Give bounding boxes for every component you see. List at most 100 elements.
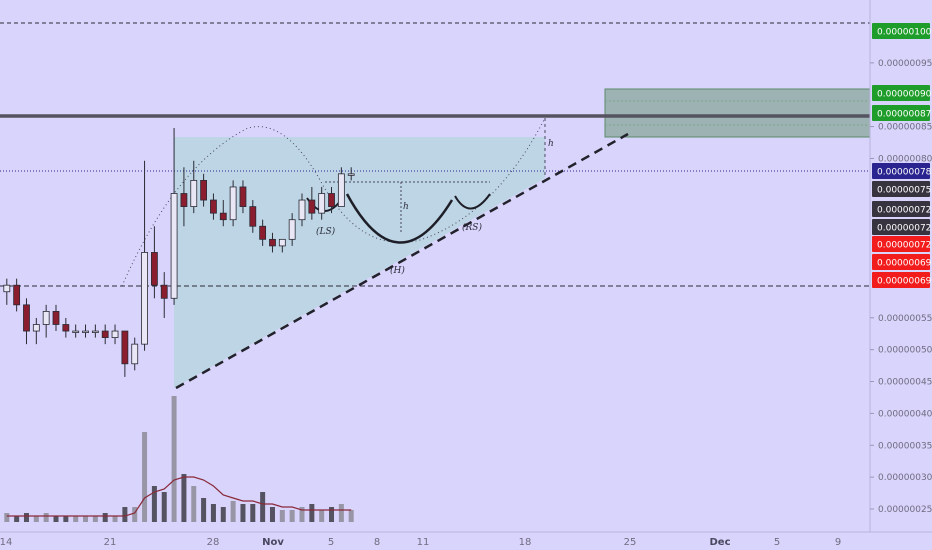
price-badges: 0.00000100 0.00000090 0.00000087 0.00000078… (872, 23, 932, 288)
volume-bar (240, 504, 246, 522)
volume-bar (269, 507, 275, 522)
x-tick-label: 21 (104, 537, 117, 548)
candle-body (82, 330, 89, 333)
volume-bar (191, 486, 197, 522)
volume-bar (220, 507, 226, 522)
x-tick-label: 5 (328, 537, 334, 548)
x-tick-label: 14 (0, 537, 12, 548)
y-tick-label: 0.00000055 (878, 314, 932, 324)
volume-bar (210, 504, 216, 522)
price-badge: 0.00000087 (872, 105, 931, 121)
y-tick-label: 0.00000050 (878, 346, 932, 356)
candle-body (160, 284, 168, 299)
candle-body (259, 225, 267, 240)
volume-bar (338, 504, 344, 522)
candle-body (13, 284, 21, 306)
y-tick-label: 0.00000045 (878, 378, 932, 388)
volume-bar (43, 513, 49, 522)
volume-bar (63, 516, 69, 522)
right-shoulder-curve (454, 193, 491, 210)
x-tick-label: 5 (774, 537, 780, 548)
volume-bar (4, 513, 10, 522)
candle-body (190, 179, 198, 207)
y-tick-label: 0.00000040 (878, 409, 932, 419)
volume-bar (299, 507, 305, 522)
price-badge: 0.00000100 (872, 23, 932, 39)
volume-bar (122, 507, 128, 522)
candle-body (249, 206, 257, 227)
candle-body (72, 330, 80, 333)
x-tick-label: Dec (709, 537, 730, 548)
y-tick-label: 0.00000035 (878, 441, 932, 451)
candle-body (101, 330, 109, 338)
candle-body (269, 238, 276, 247)
candle-body (347, 173, 355, 176)
volume-bar (319, 510, 325, 522)
time-axis[interactable] (0, 532, 932, 550)
head-curve (345, 193, 454, 244)
candle-body (62, 324, 70, 332)
candle-body (298, 199, 306, 221)
volume-bar (250, 504, 256, 522)
time-axis-ticks: 14 21 28 Nov 5 8 11 18 25 Dec 5 9 (0, 537, 841, 548)
price-badge: 0.00000072 (872, 201, 931, 217)
candle-body (42, 310, 50, 325)
candle-body (23, 304, 30, 332)
x-tick-label: 11 (417, 537, 430, 548)
y-tick-label: 0.00000030 (878, 473, 932, 483)
volume-bar (83, 516, 89, 522)
price-badge: 0.00000072 (872, 219, 931, 235)
y-tick-label: 0.00000080 (878, 154, 932, 164)
candle-body (52, 310, 60, 325)
volume-bar (151, 486, 157, 522)
price-badge: 0.00000069 (872, 254, 932, 270)
candle-body (180, 193, 188, 208)
left-shoulder-label: (LS) (316, 226, 336, 237)
price-badge-label: 0.00000072 (877, 224, 931, 234)
volume-bar (92, 516, 98, 522)
volume-bar (14, 516, 20, 522)
y-tick-label: 0.00000095 (878, 59, 932, 69)
candle-body (318, 193, 326, 214)
price-badge-label: 0.00000075 (877, 186, 931, 196)
price-badge-label: 0.00000072 (877, 206, 931, 216)
price-badge-label: 0.00000069 (877, 259, 932, 269)
candle-body (239, 186, 247, 207)
price-badge: 0.00000069 (872, 272, 932, 288)
volume-bar (260, 492, 266, 522)
volume-bar (279, 510, 285, 522)
candle-body (308, 199, 316, 214)
volume-bar (309, 504, 315, 522)
head-label: (H) (390, 265, 405, 276)
volume-bar (329, 507, 335, 522)
volume-bar (201, 498, 207, 522)
x-tick-label: 9 (835, 537, 841, 548)
x-tick-label: 8 (374, 537, 380, 548)
ascending-trendline (175, 132, 629, 390)
x-tick-label: 18 (519, 537, 532, 548)
candle-body (150, 252, 158, 286)
candle-body (32, 324, 40, 332)
price-badge-label: 0.00000078 (877, 168, 932, 178)
volume-bar (132, 507, 138, 522)
candle-body (288, 219, 296, 240)
price-badge-label: 0.00000072 (877, 241, 931, 251)
price-badge: 0.00000078 (872, 163, 932, 179)
volume-bar (23, 513, 29, 522)
y-tick-label: 0.00000025 (878, 505, 932, 515)
height-label-target: h (548, 139, 554, 149)
candle-body (210, 199, 217, 214)
price-badge-label: 0.00000100 (877, 28, 932, 38)
candle-body (219, 212, 227, 221)
volume-layer (4, 396, 354, 522)
volume-bar (348, 510, 354, 522)
price-badge: 0.00000075 (872, 181, 931, 197)
ascending-triangle-fill (174, 137, 545, 388)
right-shoulder-label: (RS) (462, 222, 482, 233)
candle-body (328, 193, 335, 208)
volume-bar (142, 432, 148, 522)
volume-bar (181, 474, 187, 522)
